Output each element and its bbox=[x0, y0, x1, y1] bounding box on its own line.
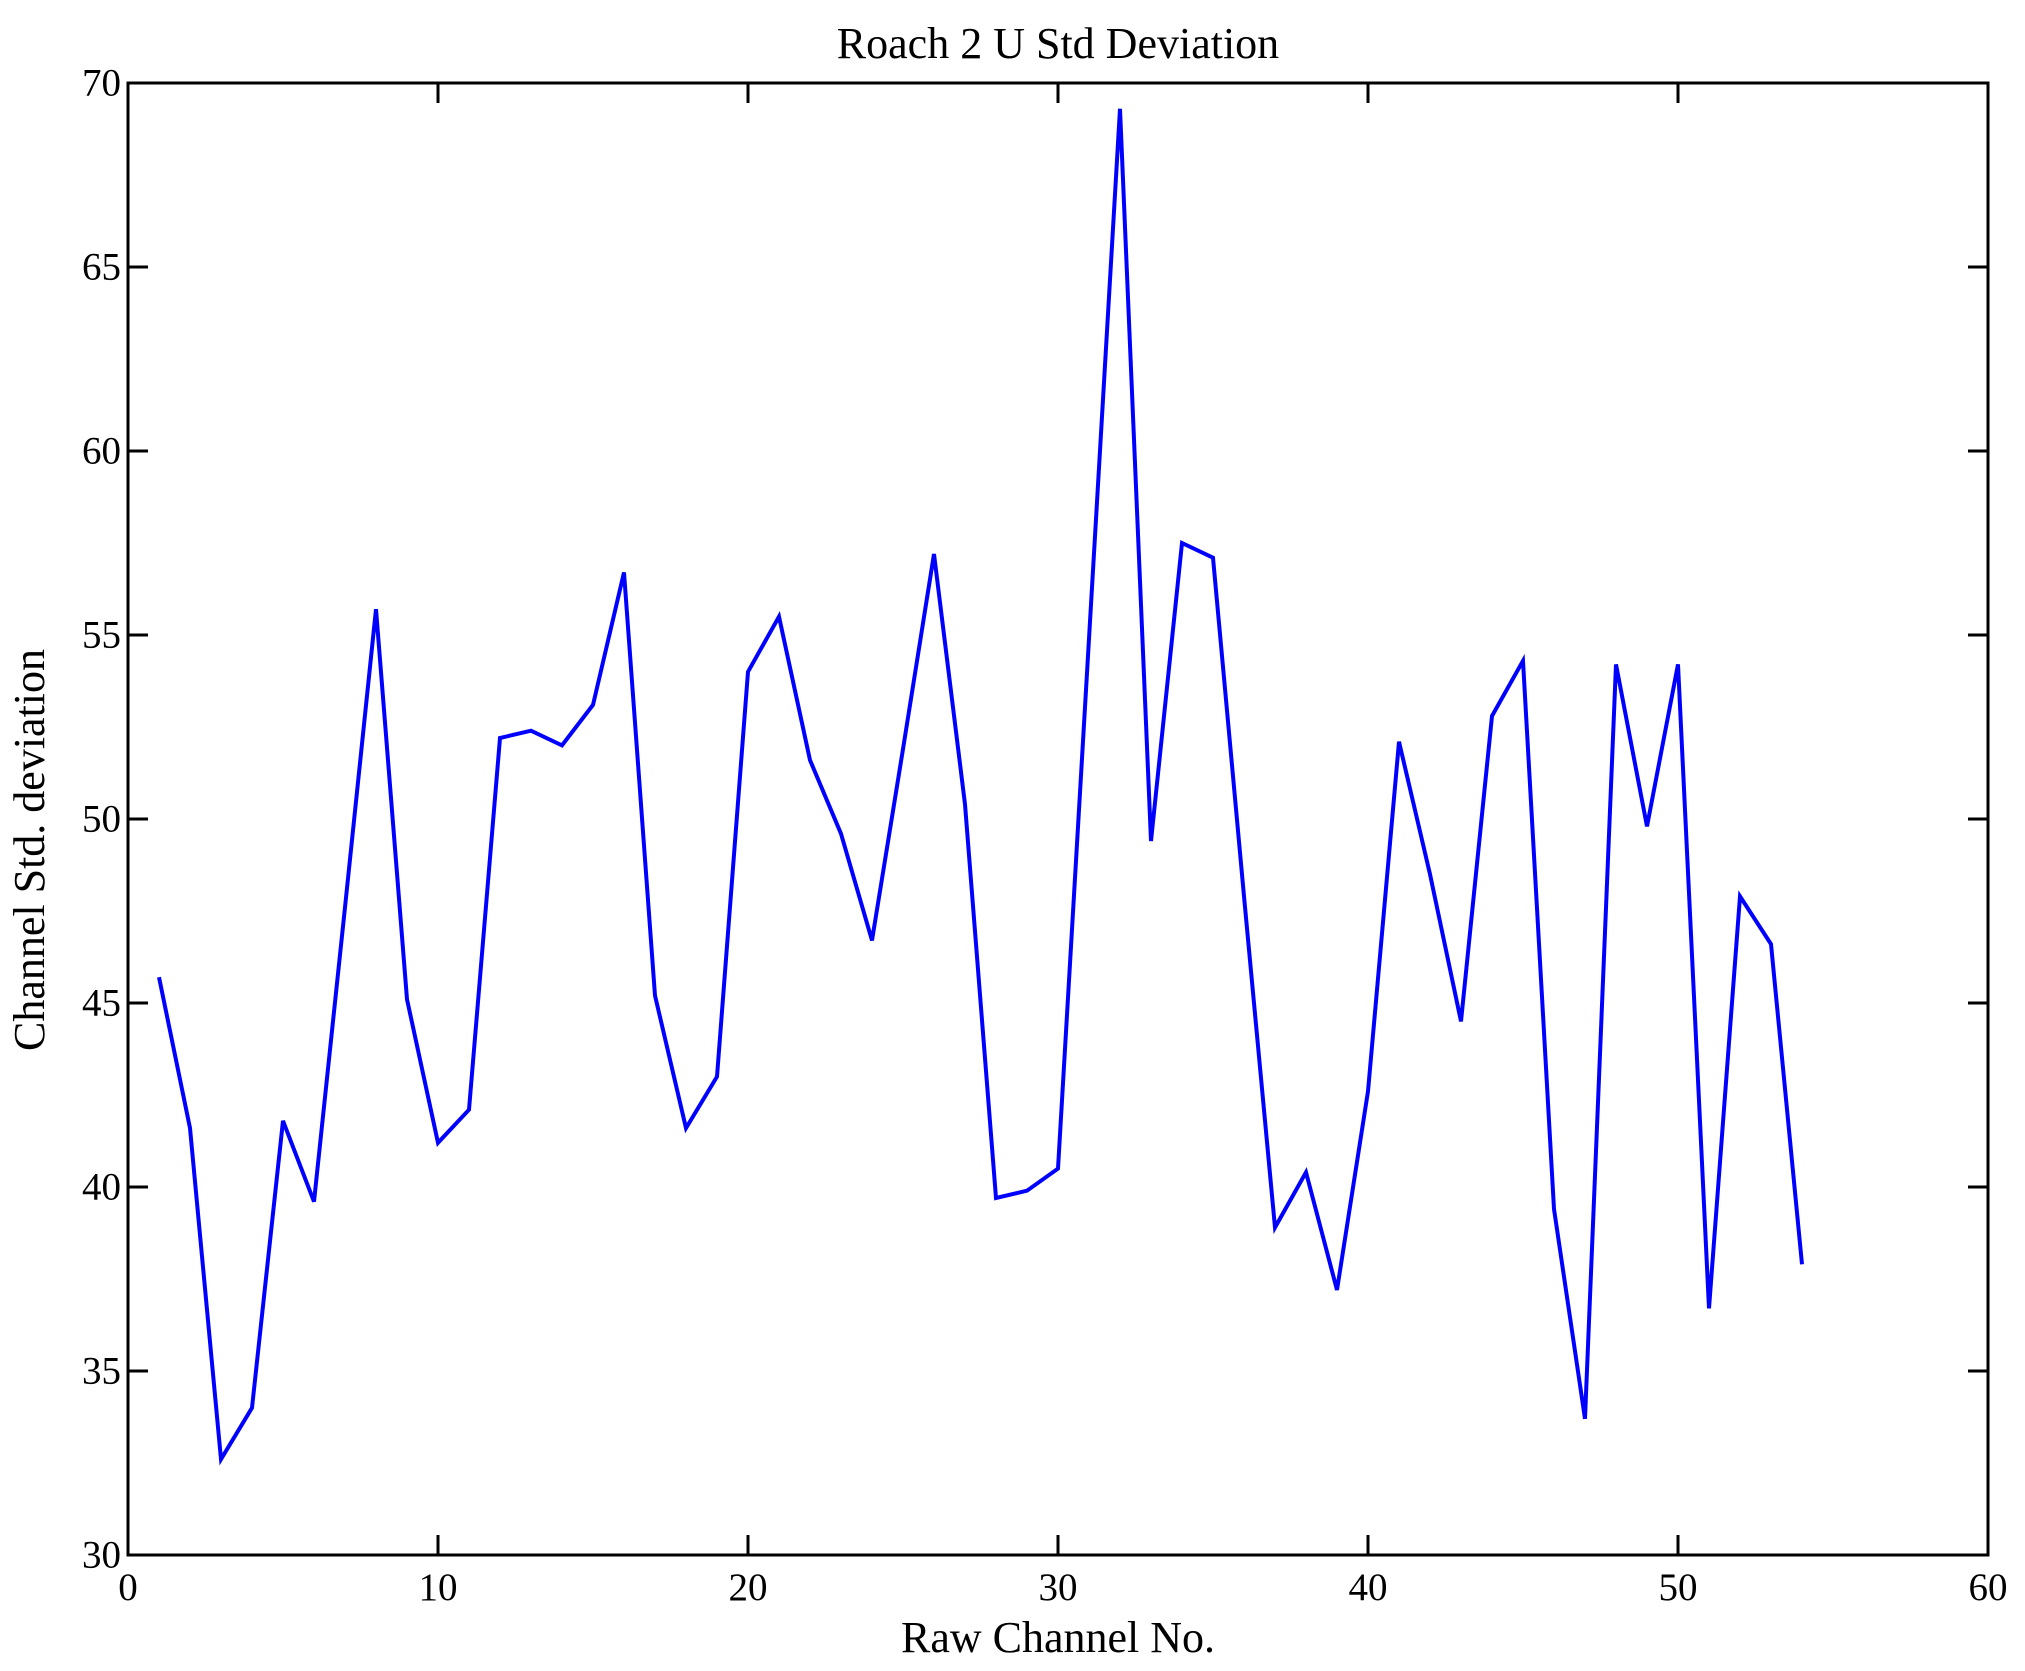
x-tick-label: 0 bbox=[118, 1566, 138, 1609]
x-tick-label: 60 bbox=[1969, 1566, 2008, 1609]
y-tick-label: 40 bbox=[82, 1166, 121, 1209]
y-tick-label: 30 bbox=[82, 1534, 121, 1577]
x-tick-label: 20 bbox=[729, 1566, 768, 1609]
y-axis-label: Channel Std. deviation bbox=[5, 649, 54, 1051]
y-tick-label: 55 bbox=[82, 614, 121, 657]
y-tick-label: 35 bbox=[82, 1350, 121, 1393]
y-tick-label: 50 bbox=[82, 798, 121, 841]
plot-box bbox=[126, 81, 1990, 1557]
y-tick-label: 70 bbox=[82, 62, 121, 105]
y-tick-label: 45 bbox=[82, 982, 121, 1025]
x-tick-label: 50 bbox=[1659, 1566, 1698, 1609]
x-axis-label: Raw Channel No. bbox=[901, 1613, 1215, 1662]
x-tick-label: 10 bbox=[419, 1566, 458, 1609]
x-tick-label: 30 bbox=[1039, 1566, 1078, 1609]
x-tick-label: 40 bbox=[1349, 1566, 1388, 1609]
y-tick-label: 60 bbox=[82, 430, 121, 473]
y-tick-label: 65 bbox=[82, 246, 121, 289]
chart-title: Roach 2 U Std Deviation bbox=[837, 19, 1279, 68]
axis-tick-marks bbox=[126, 81, 1990, 1557]
axis-tick-labels: 0 10 20 30 40 50 60 30 35 40 45 50 55 60 65 70 bbox=[82, 62, 2008, 1610]
data-series-line bbox=[157, 108, 1804, 1466]
